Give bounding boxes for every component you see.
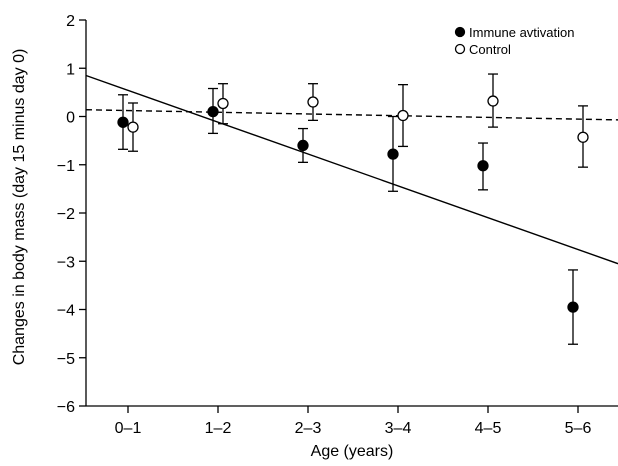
y-tick-label: −2 (57, 206, 75, 223)
error-bars (118, 73, 588, 345)
immune-point (477, 160, 489, 172)
trend-lines (85, 74, 618, 265)
x-tick-label: 5–6 (565, 420, 592, 437)
immune-point (297, 139, 309, 152)
immune-point (387, 148, 399, 160)
y-tick-label: 0 (66, 110, 75, 127)
x-tick-label: 2–3 (295, 420, 322, 437)
y-tick-label: −4 (57, 303, 75, 320)
y-tick-label: −6 (57, 399, 75, 416)
immune-point (117, 116, 129, 128)
legend-immune-marker (454, 26, 466, 38)
x-ticks: 0–1 1–2 2–3 3–4 4–5 5–6 (115, 406, 592, 437)
immune-point (207, 106, 219, 118)
y-tick-label: 2 (66, 13, 75, 30)
legend-control-label: Control (469, 42, 511, 57)
control-point (397, 109, 409, 122)
control-point (487, 95, 499, 107)
y-tick-label: −3 (57, 254, 75, 271)
legend-control-marker (454, 43, 466, 55)
control-point (127, 121, 139, 133)
immune-trend-line (85, 74, 618, 265)
x-tick-label: 0–1 (115, 420, 142, 437)
x-tick-label: 1–2 (205, 420, 232, 437)
control-point (217, 97, 229, 110)
control-point (577, 131, 589, 143)
x-tick-label: 4–5 (475, 420, 502, 437)
data-points (117, 95, 589, 313)
y-tick-label: −5 (57, 351, 75, 368)
x-axis-label: Age (years) (311, 443, 394, 460)
control-trend-line (85, 109, 618, 121)
control-point (307, 96, 319, 108)
y-ticks: 2 1 0 −1 −2 −3 −4 −5 −6 (57, 13, 86, 416)
x-tick-label: 3–4 (385, 420, 412, 437)
y-tick-label: 1 (66, 61, 75, 78)
axes (85, 20, 618, 407)
legend: Immune avtivation Control (454, 25, 575, 57)
y-axis-label: Changes in body mass (day 15 minus day 0… (11, 49, 28, 366)
immune-point (567, 301, 579, 313)
y-tick-label: −1 (57, 158, 75, 175)
legend-immune-label: Immune avtivation (469, 25, 575, 40)
